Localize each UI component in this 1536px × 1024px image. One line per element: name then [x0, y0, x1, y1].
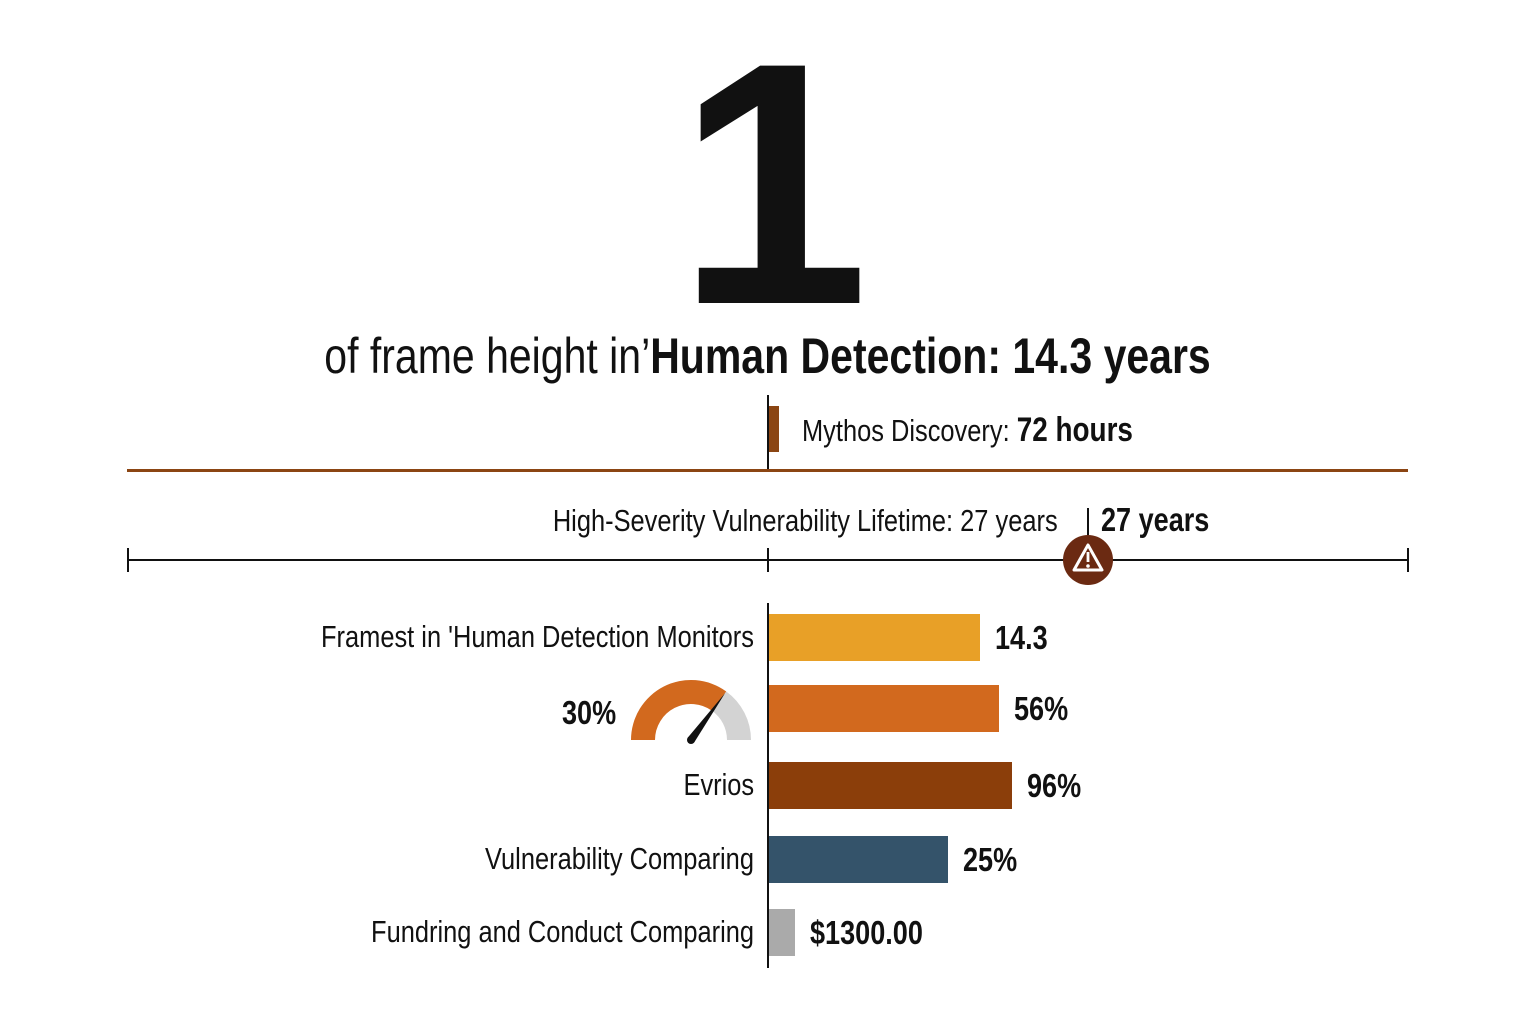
- brown-timeline-line: [127, 469, 1408, 472]
- gauge-fill: [631, 680, 727, 740]
- bar: [769, 836, 948, 883]
- gauge-track: [712, 691, 751, 740]
- lifetime-tick: [1087, 508, 1089, 536]
- subtitle-bold: Human Detection: 14.3 years: [650, 328, 1212, 384]
- bar: [769, 685, 999, 732]
- mythos-discovery-label: Mythos Discovery: 72 hours: [802, 410, 1206, 451]
- timeline-start-tick: [127, 548, 129, 572]
- bar-value-label: 56%: [1014, 690, 1069, 727]
- bar-value-label: 25%: [963, 841, 1018, 878]
- bar-category-label: Evrios: [683, 767, 754, 802]
- timeline-end-tick: [1407, 548, 1409, 572]
- hero-number: 1: [677, 0, 869, 377]
- mythos-marker: [769, 406, 779, 452]
- gauge-hub: [687, 736, 695, 744]
- lifetime-value-text: 27 years: [1101, 501, 1210, 538]
- bar-category-label: Fundring and Conduct Comparing: [371, 914, 754, 949]
- subtitle-light: of frame height in’: [324, 328, 651, 384]
- lifetime-label-text: High-Severity Vulnerability Lifetime: 27…: [553, 503, 1058, 538]
- bar-category-label: Framest in 'Human Detection Monitors: [321, 619, 754, 654]
- mythos-label-text: Mythos Discovery:: [802, 413, 1010, 448]
- warning-triangle-icon: [1063, 535, 1113, 585]
- gauge-label: 30%: [562, 693, 628, 733]
- bar: [769, 762, 1012, 809]
- bar: [769, 614, 980, 661]
- bar-axis: [767, 603, 769, 968]
- bar-value-label: $1300.00: [810, 914, 923, 951]
- lifetime-label: High-Severity Vulnerability Lifetime: 27…: [442, 501, 1058, 541]
- bar-category-label: Vulnerability Comparing: [485, 841, 754, 876]
- bar: [769, 909, 795, 956]
- lifetime-value: 27 years: [1101, 500, 1233, 540]
- gauge-needle: [687, 693, 726, 743]
- bar-value-label: 14.3: [995, 619, 1048, 656]
- gauge-icon: [631, 680, 751, 744]
- subtitle: of frame height in’Human Detection: 14.3…: [0, 328, 1536, 384]
- gauge-label-text: 30%: [562, 694, 617, 731]
- timeline-center-tick: [767, 548, 769, 572]
- mythos-value: 72 hours: [1016, 411, 1133, 449]
- center-divider-top: [767, 395, 769, 471]
- bar-value-label: 96%: [1027, 767, 1082, 804]
